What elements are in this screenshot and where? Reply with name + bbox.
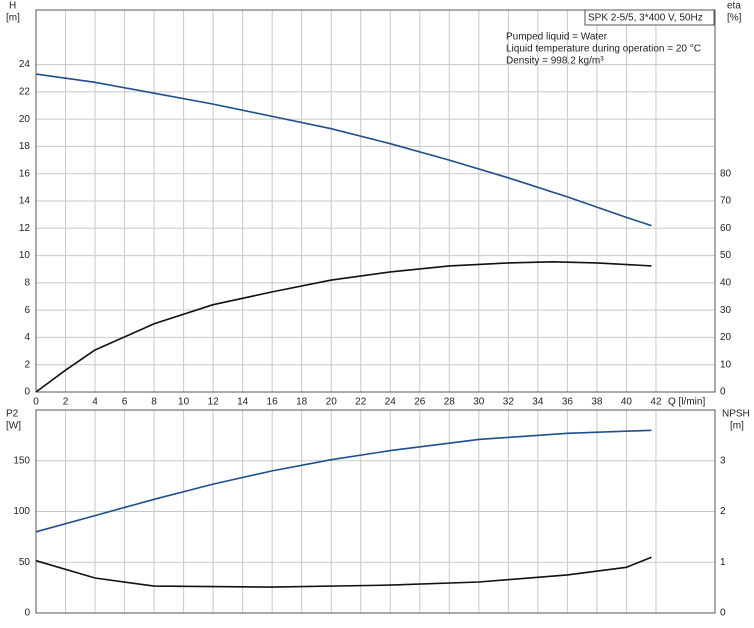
y-axis-unit: [W] <box>6 421 21 432</box>
curve <box>35 429 652 533</box>
y-axis-label: H <box>9 1 16 12</box>
y2-tick-label: 1 <box>720 557 726 568</box>
y-tick-label: 150 <box>13 455 30 466</box>
x-tick-label: 22 <box>355 397 367 408</box>
annotation: Pumped liquid = Water <box>506 32 608 43</box>
y2-tick-label: 3 <box>720 455 726 466</box>
x-tick-label: 6 <box>122 397 128 408</box>
x-tick-label: 10 <box>178 397 190 408</box>
y2-axis-unit: [%] <box>727 13 742 24</box>
x-axis-label: Q [l/min] <box>668 397 705 408</box>
y2-tick-label: 0 <box>720 387 726 398</box>
y-tick-label: 0 <box>24 387 30 398</box>
y-tick-label: 0 <box>24 608 30 619</box>
y-tick-label: 2 <box>24 359 30 370</box>
x-tick-label: 38 <box>591 397 603 408</box>
y2-tick-label: 10 <box>720 359 732 370</box>
x-tick-label: 26 <box>414 397 426 408</box>
y2-tick-label: 60 <box>720 223 732 234</box>
x-tick-label: 0 <box>33 397 39 408</box>
x-tick-label: 20 <box>326 397 338 408</box>
y-tick-label: 4 <box>24 332 30 343</box>
y-tick-label: 100 <box>13 506 30 517</box>
x-tick-label: 32 <box>503 397 515 408</box>
x-tick-label: 2 <box>63 397 69 408</box>
x-tick-label: 14 <box>237 397 249 408</box>
x-tick-label: 16 <box>267 397 279 408</box>
x-tick-label: 8 <box>151 397 157 408</box>
title-box <box>584 9 715 26</box>
y2-tick-label: 70 <box>720 196 732 207</box>
x-tick-label: 40 <box>621 397 633 408</box>
y-tick-label: 18 <box>19 141 31 152</box>
y2-tick-label: 80 <box>720 168 732 179</box>
chart-title: SPK 2-5/5, 3*400 V, 50Hz <box>588 13 703 24</box>
curve <box>35 73 652 227</box>
curve <box>35 260 652 393</box>
y2-tick-label: 0 <box>720 608 726 619</box>
y-tick-label: 22 <box>19 86 31 97</box>
annotation: Density = 998.2 kg/m³ <box>506 56 604 67</box>
x-tick-label: 42 <box>650 397 662 408</box>
y2-tick-label: 30 <box>720 305 732 316</box>
x-tick-label: 18 <box>296 397 308 408</box>
y-tick-label: 12 <box>19 223 31 234</box>
y-axis-unit: [m] <box>6 13 20 24</box>
x-tick-label: 30 <box>473 397 485 408</box>
y-tick-label: 14 <box>19 196 31 207</box>
x-tick-label: 12 <box>208 397 220 408</box>
y-tick-label: 6 <box>24 305 30 316</box>
annotation: Liquid temperature during operation = 20… <box>506 44 701 55</box>
curve <box>35 556 652 588</box>
y-tick-label: 10 <box>19 250 31 261</box>
x-tick-label: 28 <box>444 397 456 408</box>
x-tick-label: 4 <box>92 397 98 408</box>
y2-tick-label: 40 <box>720 277 732 288</box>
x-tick-label: 24 <box>385 397 397 408</box>
plot-frame <box>35 9 716 393</box>
y-axis-label: P2 <box>6 409 19 420</box>
y2-axis-label: NPSH <box>722 409 750 420</box>
y-tick-label: 20 <box>19 114 31 125</box>
y2-tick-label: 2 <box>720 506 726 517</box>
y2-tick-label: 50 <box>720 250 732 261</box>
y-tick-label: 8 <box>24 277 30 288</box>
y-tick-label: 24 <box>19 59 31 70</box>
x-tick-label: 36 <box>562 397 574 408</box>
x-tick-label: 34 <box>532 397 544 408</box>
plot-frame <box>35 409 716 614</box>
y2-axis-unit: [m] <box>730 421 744 432</box>
y-tick-label: 16 <box>19 168 31 179</box>
y2-tick-label: 20 <box>720 332 732 343</box>
y2-axis-label: eta <box>727 1 741 12</box>
y-tick-label: 50 <box>19 557 31 568</box>
